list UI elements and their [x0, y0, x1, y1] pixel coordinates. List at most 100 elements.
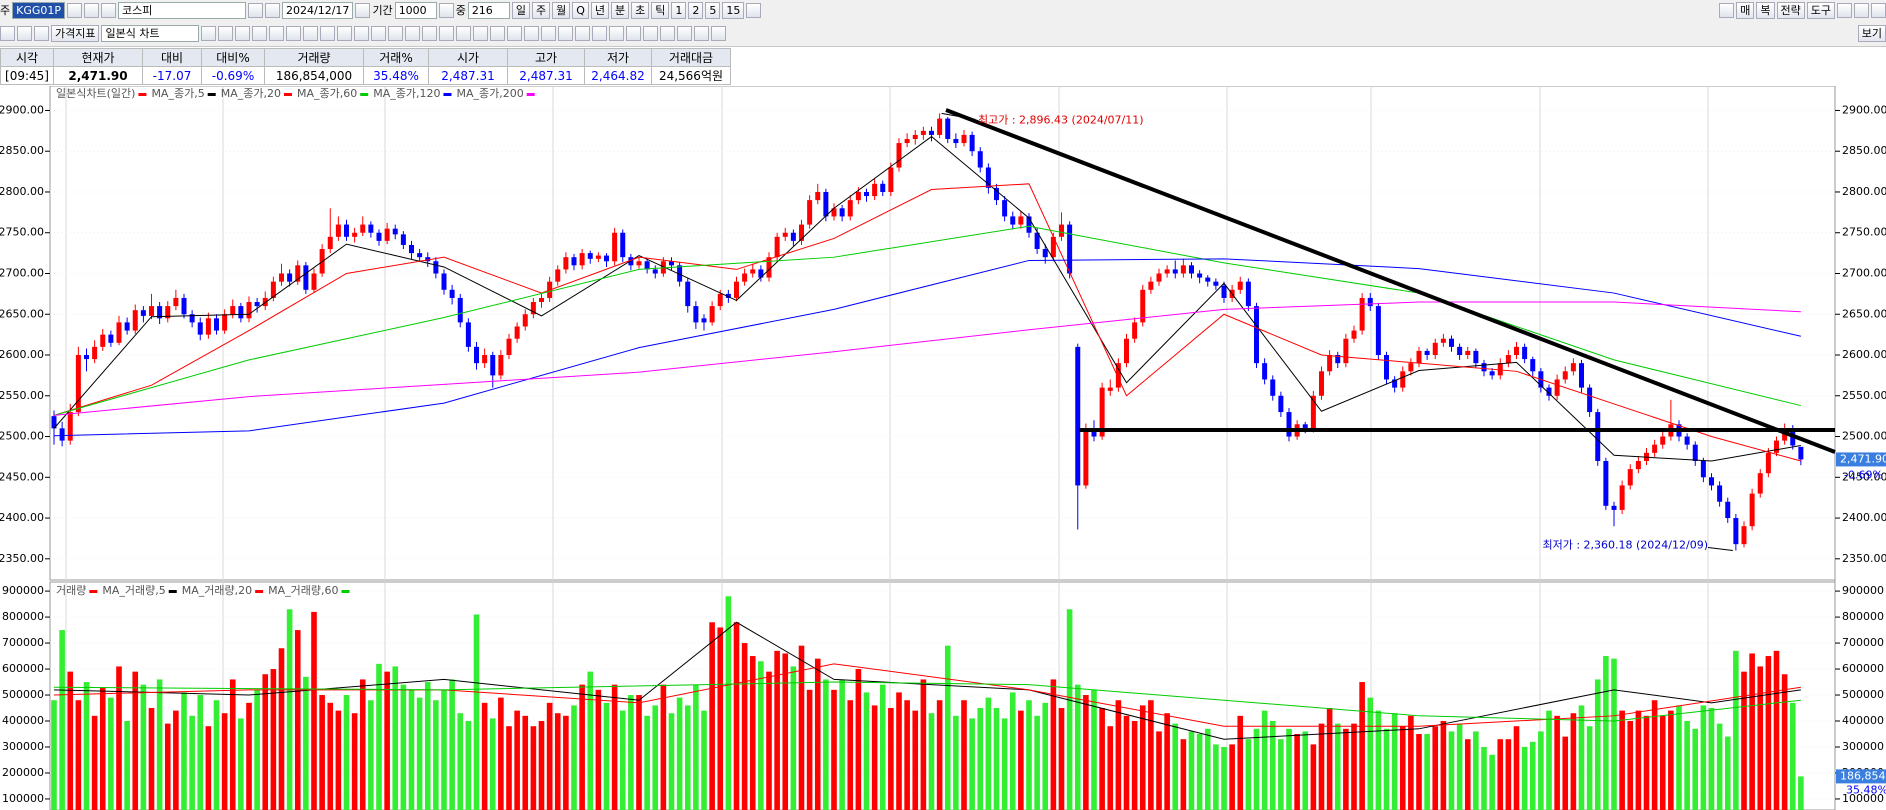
code-input[interactable]: KGG01P — [12, 1, 66, 19]
tool-icon[interactable] — [303, 25, 319, 41]
volume-bar — [303, 676, 309, 810]
edit-icon[interactable] — [34, 25, 49, 41]
count-field[interactable]: 216 — [467, 1, 510, 19]
tool-icon[interactable] — [643, 25, 659, 41]
candle-body — [1473, 350, 1479, 364]
candle-body — [912, 134, 918, 139]
tool-icon[interactable] — [558, 25, 574, 41]
tool-icon[interactable] — [677, 25, 693, 41]
tool-icon[interactable] — [524, 25, 540, 41]
indicator-button[interactable]: 가격지표 — [51, 24, 100, 42]
spin-icon[interactable] — [438, 2, 454, 18]
candle-body — [1765, 452, 1771, 474]
period-field[interactable]: 1000 — [394, 1, 437, 19]
dropdown[interactable] — [355, 2, 371, 18]
right-buttons: 매 복 전략 도구 — [1736, 1, 1835, 19]
won-icon[interactable] — [746, 2, 762, 18]
tool-icon[interactable] — [473, 25, 489, 41]
candle-body — [189, 314, 195, 323]
pin-icon[interactable] — [0, 25, 15, 41]
search-icon[interactable] — [84, 2, 100, 18]
period-button[interactable]: 일 — [511, 1, 530, 19]
tool-icon[interactable] — [269, 25, 285, 41]
y-tick-label: 2600.00 — [0, 348, 44, 361]
view-button[interactable]: 보기 — [1857, 24, 1886, 42]
right-button[interactable]: 복 — [1756, 1, 1775, 19]
cloud-icon[interactable] — [1719, 2, 1735, 18]
chart-style-select[interactable]: 일본식 차트 — [101, 24, 200, 42]
name-field[interactable]: 코스피 — [118, 1, 247, 19]
candle-body — [953, 138, 959, 144]
tool-icon[interactable] — [388, 25, 404, 41]
candle-body — [1010, 216, 1016, 225]
cloud-icon[interactable] — [1871, 2, 1886, 18]
tool-icon[interactable] — [592, 25, 608, 41]
tool-icon[interactable] — [609, 25, 625, 41]
legend-marker — [207, 93, 216, 96]
period-button[interactable]: 년 — [590, 1, 609, 19]
tool-icon[interactable] — [439, 25, 455, 41]
tool-icon[interactable] — [218, 25, 234, 41]
volume-bar — [1131, 721, 1138, 810]
tool-icon[interactable] — [575, 25, 591, 41]
period-button[interactable]: 분 — [610, 1, 630, 19]
period-button[interactable]: 초 — [631, 1, 650, 19]
right-button[interactable]: 도구 — [1806, 1, 1835, 19]
date-field[interactable]: 2024/12/17 — [282, 1, 354, 19]
candle-body — [75, 355, 81, 413]
tool-icon[interactable] — [490, 25, 506, 41]
period-button[interactable]: 주 — [531, 1, 551, 19]
candle-body — [660, 261, 666, 274]
tool-icon[interactable] — [711, 25, 727, 41]
tool-icon[interactable] — [422, 25, 438, 41]
tool-icon[interactable] — [252, 25, 268, 41]
sort-icon[interactable] — [101, 2, 117, 18]
volume-bar — [953, 715, 959, 810]
candle-body — [1213, 281, 1219, 286]
volume-bar — [1294, 734, 1300, 810]
tool-icon[interactable] — [337, 25, 353, 41]
candle-body — [717, 293, 723, 307]
prev-icon[interactable] — [265, 2, 281, 18]
print-icon[interactable] — [1854, 2, 1869, 18]
volume-bar — [189, 715, 195, 810]
tool-icon[interactable] — [456, 25, 472, 41]
tool-icon[interactable] — [371, 25, 387, 41]
tool-icon[interactable] — [320, 25, 336, 41]
tool-icon[interactable] — [286, 25, 302, 41]
period-button[interactable]: 2 — [688, 1, 704, 19]
dropdown[interactable] — [67, 2, 83, 18]
volume-bar — [1538, 731, 1544, 810]
period-button[interactable]: 1 — [671, 1, 687, 19]
candle-body — [1449, 338, 1454, 347]
legend-marker — [89, 590, 98, 593]
volume-bar — [1375, 710, 1382, 810]
tool-icon[interactable] — [354, 25, 370, 41]
period-button[interactable]: 월 — [552, 1, 571, 19]
tool-icon[interactable] — [626, 25, 642, 41]
period-button[interactable]: 5 — [705, 1, 721, 19]
tool-icon[interactable] — [405, 25, 421, 41]
period-button[interactable]: 틱 — [651, 1, 670, 19]
toolbar-bottom: 가격지표 일본식 차트 보기 — [0, 20, 1886, 47]
volume-bar — [888, 708, 894, 810]
period-button[interactable]: 15 — [722, 1, 745, 19]
tool-icon[interactable] — [694, 25, 710, 41]
folder-icon[interactable] — [1837, 2, 1852, 18]
volume-bar — [481, 702, 488, 810]
tool-icon[interactable] — [507, 25, 523, 41]
next-icon[interactable] — [248, 2, 264, 18]
volume-bar — [1724, 736, 1731, 810]
tool-icon[interactable] — [541, 25, 557, 41]
arrows-icon[interactable] — [17, 25, 32, 41]
period-buttons: 일 주 월 Q 년 분 초 틱 1 2 5 15 — [511, 1, 745, 19]
volume-bar — [514, 710, 520, 810]
right-button[interactable]: 전략 — [1776, 1, 1805, 19]
right-button[interactable]: 매 — [1736, 1, 1755, 19]
dropdown[interactable] — [201, 25, 217, 41]
tool-icon[interactable] — [235, 25, 251, 41]
volume-bar — [1659, 715, 1666, 810]
volume-bar — [1359, 682, 1365, 810]
tool-icon[interactable] — [660, 25, 676, 41]
period-button[interactable]: Q — [572, 1, 589, 19]
